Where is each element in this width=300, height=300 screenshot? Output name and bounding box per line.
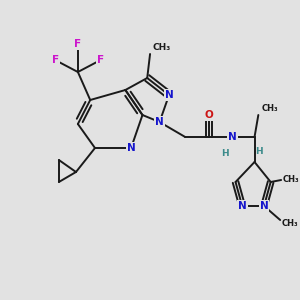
Text: H: H bbox=[221, 148, 229, 158]
Text: F: F bbox=[74, 39, 81, 49]
Text: N: N bbox=[228, 132, 237, 142]
Text: H: H bbox=[256, 148, 263, 157]
Text: N: N bbox=[155, 117, 164, 127]
Text: O: O bbox=[205, 110, 213, 120]
Text: N: N bbox=[127, 143, 135, 153]
Text: CH₃: CH₃ bbox=[282, 218, 299, 227]
Text: N: N bbox=[238, 201, 247, 211]
Text: CH₃: CH₃ bbox=[261, 104, 278, 113]
Text: CH₃: CH₃ bbox=[153, 43, 171, 52]
Text: CH₃: CH₃ bbox=[283, 176, 300, 184]
Text: N: N bbox=[165, 90, 173, 100]
Text: F: F bbox=[97, 55, 104, 65]
Text: N: N bbox=[260, 201, 268, 211]
Text: F: F bbox=[52, 55, 58, 65]
